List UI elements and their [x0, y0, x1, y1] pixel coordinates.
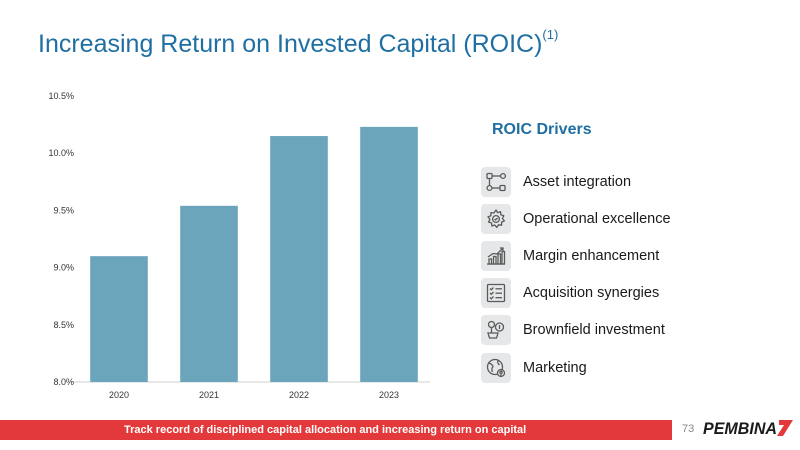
driver-label: Operational excellence [523, 210, 671, 227]
y-tick-label: 10.5% [48, 91, 74, 101]
driver-item-margin-enhancement: Margin enhancement [481, 237, 741, 274]
drivers-title: ROIC Drivers [492, 121, 592, 138]
driver-label: Brownfield investment [523, 322, 665, 339]
asset-integration-icon [481, 166, 511, 197]
bar-2020 [90, 256, 148, 382]
growth-chart-icon [481, 240, 511, 271]
title-footnote: (1) [542, 26, 559, 42]
slide-title: Increasing Return on Invested Capital (R… [38, 26, 559, 59]
y-tick-label: 9.0% [53, 263, 74, 273]
driver-label: Marketing [523, 359, 587, 376]
logo-text: PEMBINA [703, 419, 777, 438]
footer-bar: Track record of disciplined capital allo… [0, 420, 672, 440]
driver-item-marketing: Marketing [481, 349, 741, 386]
driver-label: Margin enhancement [523, 247, 660, 264]
bar-2023 [360, 126, 418, 382]
gear-icon [481, 203, 511, 234]
drivers-list: Asset integration Operational excellence… [481, 163, 741, 386]
logo-chevron-icon [777, 420, 793, 436]
checklist-icon [481, 278, 511, 309]
company-logo: PEMBINA [703, 419, 793, 438]
driver-item-acquisition-synergies: Acquisition synergies [481, 275, 741, 312]
x-tick-label: 2020 [109, 390, 129, 400]
driver-label: Asset integration [523, 173, 632, 190]
roic-bar-chart: 8.0% 8.5% 9.0% 9.5% 10.0% 10.5% 2020 2021 2022 20… [48, 91, 430, 400]
bar-2022 [270, 136, 328, 382]
driver-item-operational-excellence: Operational excellence [481, 200, 741, 237]
bar-2021 [180, 205, 238, 382]
driver-label: Acquisition synergies [523, 285, 660, 302]
footer-text: Track record of disciplined capital allo… [124, 424, 527, 436]
y-tick-label: 9.5% [53, 205, 74, 215]
x-tick-label: 2023 [379, 390, 399, 400]
driver-item-brownfield-investment: Brownfield investment [481, 312, 741, 349]
y-tick-label: 8.0% [53, 377, 74, 387]
slide-title-text: Increasing Return on Invested Capital (R… [38, 30, 543, 58]
page-number: 73 [682, 423, 695, 435]
x-tick-label: 2022 [289, 390, 309, 400]
y-tick-label: 8.5% [53, 320, 74, 330]
x-tick-label: 2021 [199, 390, 219, 400]
investment-icon [481, 315, 511, 346]
y-tick-label: 10.0% [48, 148, 74, 158]
driver-item-asset-integration: Asset integration [481, 163, 741, 200]
marketing-globe-icon [481, 352, 511, 383]
